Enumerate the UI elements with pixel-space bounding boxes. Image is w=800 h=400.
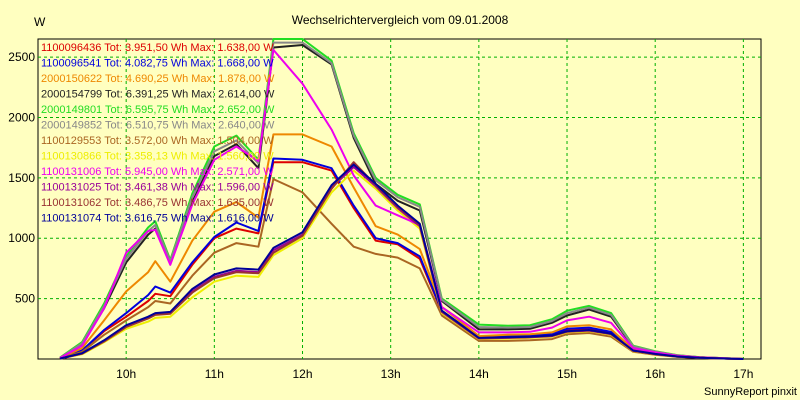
x-tick-label: 17h [733,367,753,381]
y-tick-label: 1000 [8,231,35,245]
x-axis-ticks: 10h 11h 12h 13h 14h 15h 16h 17h [116,367,753,381]
series-line [59,163,744,360]
y-tick-label: 500 [15,292,35,306]
x-tick-label: 14h [469,367,489,381]
legend-entry: 2000150622 Tot: 4.690,25 Wh Max: 1.878,0… [41,73,275,85]
series-line [59,48,744,360]
legend-entry: 1100131074 Tot: 3.616,75 Wh Max: 1.616,0… [41,213,274,225]
legend-entry: 1100096436 Tot: 3.951,50 Wh Max: 1.638,0… [41,42,274,54]
legend-entry: 1100129553 Tot: 3.572,00 Wh Max: 1.504,0… [41,135,274,147]
legend-entry: 2000149852 Tot: 6.510,75 Wh Max: 2.640,0… [41,120,275,132]
y-axis-unit: W [34,15,46,29]
x-tick-label: 12h [292,367,312,381]
series-line [59,41,744,360]
legend-entry: 1100096541 Tot: 4.082,75 Wh Max: 1.668,0… [41,58,274,70]
y-axis-ticks: 500 1000 1500 2000 2500 [8,50,35,306]
x-tick-label: 11h [205,367,224,381]
credit-label: SunnyReport pinxit [704,386,797,398]
legend-entry: 2000149801 Tot: 6.595,75 Wh Max: 2.652,0… [41,104,275,116]
x-tick-label: 16h [645,367,665,381]
legend-entry: 1100131025 Tot: 3.461,38 Wh Max: 1.596,0… [41,182,274,194]
x-tick-label: 15h [557,367,577,381]
legend-entry: 2000154799 Tot: 6.391,25 Wh Max: 2.614,0… [41,89,275,101]
y-tick-label: 2000 [8,110,35,124]
legend-entry: 1100131062 Tot: 3.486,75 Wh Max: 1.635,0… [41,197,274,209]
x-tick-label: 13h [381,367,401,381]
series-lines [59,38,744,360]
legend-entry: 1100130866 Tot: 3.358,13 Wh Max: 1.560,0… [41,151,274,163]
legend-entry: 1100131006 Tot: 5.945,00 Wh Max: 2.571,0… [41,166,274,178]
y-tick-label: 1500 [8,171,35,185]
legend: 1100096436 Tot: 3.951,50 Wh Max: 1.638,0… [41,42,275,225]
x-tick-label: 10h [116,367,136,381]
chart-title: Wechselrichtervergleich vom 09.01.2008 [292,13,509,27]
series-line [59,133,744,360]
y-tick-label: 2500 [8,50,35,64]
